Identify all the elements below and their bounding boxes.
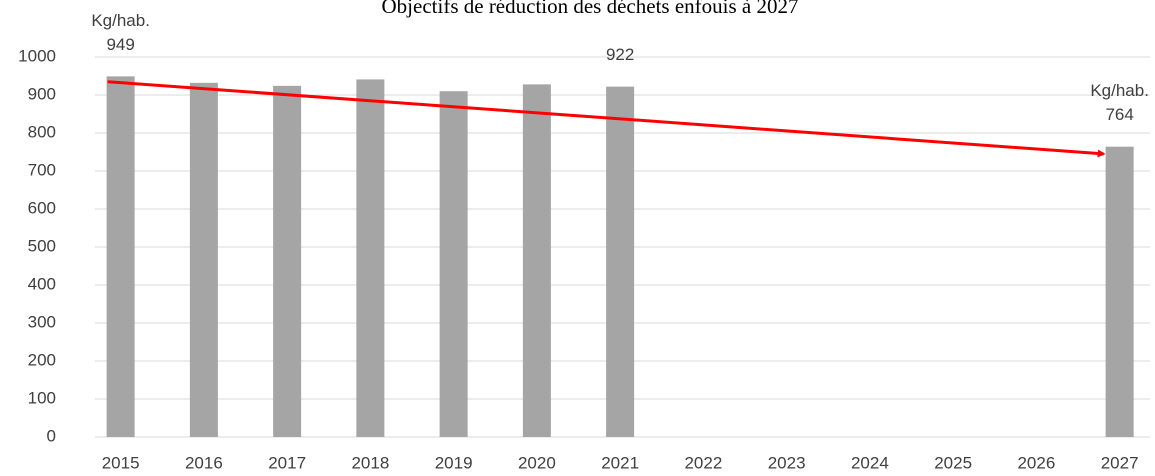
y-tick-label: 1000: [18, 46, 56, 65]
bar: [439, 91, 468, 437]
y-tick-label: 0: [47, 426, 56, 445]
x-tick-label: 2017: [268, 453, 306, 472]
x-tick-label: 2021: [601, 453, 639, 472]
bar: [106, 76, 135, 437]
y-tick-label: 600: [28, 198, 56, 217]
x-tick-label: 2027: [1101, 453, 1139, 472]
data-label: 922: [606, 45, 634, 64]
bar: [1105, 146, 1134, 437]
x-tick-label: 2015: [102, 453, 140, 472]
data-label: 764: [1105, 105, 1133, 124]
y-tick-label: 200: [28, 350, 56, 369]
trend-arrow: [107, 80, 1106, 158]
x-tick-label: 2023: [768, 453, 806, 472]
x-tick-label: 2024: [851, 453, 889, 472]
annotation: Kg/hab.: [91, 11, 150, 30]
bar: [522, 84, 551, 438]
bar: [273, 85, 302, 437]
chart-title: Objectifs de réduction des déchets enfou…: [382, 0, 799, 18]
x-tick-label: 2026: [1017, 453, 1055, 472]
y-tick-label: 700: [28, 160, 56, 179]
x-tick-label: 2016: [185, 453, 223, 472]
y-tick-label: 100: [28, 388, 56, 407]
bar: [189, 82, 218, 437]
x-tick-label: 2019: [435, 453, 473, 472]
y-tick-label: 400: [28, 274, 56, 293]
y-tick-label: 900: [28, 84, 56, 103]
x-tick-label: 2025: [934, 453, 972, 472]
data-label: 949: [106, 35, 134, 54]
y-tick-label: 500: [28, 236, 56, 255]
y-tick-label: 300: [28, 312, 56, 331]
annotation: Kg/hab.: [1090, 81, 1149, 100]
x-tick-label: 2020: [518, 453, 556, 472]
y-tick-label: 800: [28, 122, 56, 141]
bar: [606, 86, 635, 437]
x-tick-label: 2018: [351, 453, 389, 472]
bar: [356, 79, 385, 438]
x-tick-label: 2022: [684, 453, 722, 472]
